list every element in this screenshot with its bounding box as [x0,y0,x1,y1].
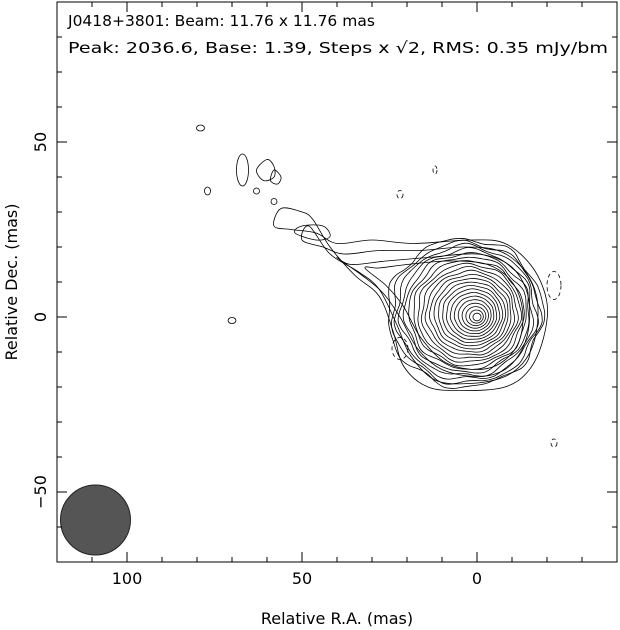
neg-contour-1 [396,190,404,199]
core-contour-22 [388,238,546,389]
jet-contour-4 [364,260,524,370]
core-contour-9 [442,284,504,344]
y-tick-label-50: 50 [31,132,50,152]
neg-contour-4 [546,271,562,300]
jet-knot-1 [294,224,331,241]
core-contour-7 [449,291,498,337]
core-contour-2 [469,309,484,324]
core-contour-10 [438,281,506,347]
core-contour-12 [429,273,512,353]
neg-contour-5 [550,438,558,448]
core-contour-5 [457,299,492,332]
core-contour-15 [417,262,523,363]
jet-contour-3 [336,253,531,377]
beam-ellipse [60,484,131,556]
island-5 [270,198,278,205]
core-contour-3 [465,306,487,327]
y-axis-label: Relative Dec. (mas) [2,204,21,361]
axes-layer [56,1,618,563]
core-contour-21 [390,239,543,385]
y-tick-label--50: −50 [31,475,50,509]
y-tick-label-0: 0 [31,312,50,322]
island-1 [196,124,205,132]
core-contour-14 [420,265,519,359]
island-2 [204,186,211,196]
title-line-2: Peak: 2036.6, Base: 1.39, Steps x √2, RM… [68,39,608,57]
text-layer: 100 50 0 50 0 −50 Relative R.A. (mas) Relative … [2,12,608,628]
core-contour-11 [433,278,509,350]
core-contour-1 [472,312,482,322]
jet-knot-2 [256,159,276,182]
title-line-1: J0418+3801: Beam: 11.76 x 11.76 mas [67,12,375,30]
core-contour-13 [424,269,516,356]
neg-contour-3 [391,337,409,360]
core-contour-17 [408,256,527,370]
x-tick-label-100: 100 [112,569,143,588]
x-axis-label: Relative R.A. (mas) [261,609,413,628]
core-contour-6 [453,295,495,335]
contour-layer [60,124,562,556]
core-contour-8 [446,288,501,340]
core-contour-16 [413,260,525,367]
jet-knot-3 [270,169,282,185]
x-tick-label-50: 50 [292,569,312,588]
jet-contour-outer [273,207,549,391]
core-contour-4 [461,302,489,329]
core-contour-18 [402,252,530,374]
island-3 [236,153,249,187]
x-tick-label-0: 0 [472,569,482,588]
core-contour-19 [397,247,535,377]
jet-contour-2 [301,225,539,385]
island-4 [253,187,260,195]
island-6 [227,317,237,324]
neg-contour-2 [432,165,438,175]
